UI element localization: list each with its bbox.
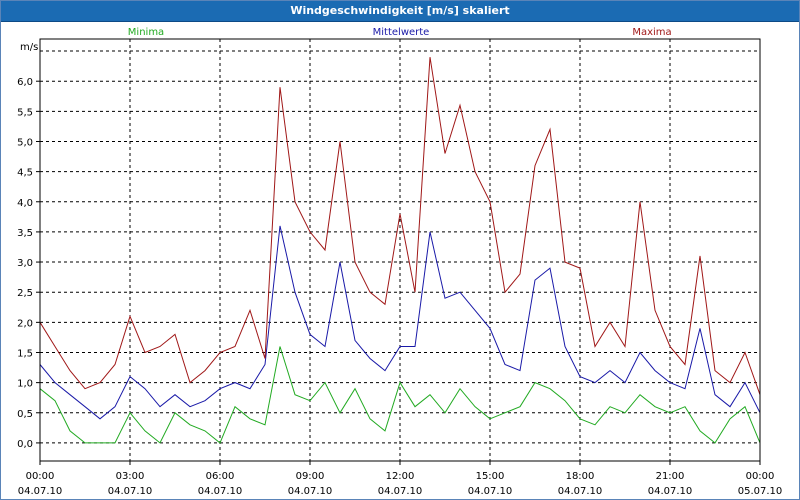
x-tick-date: 04.07.10 [18,486,63,497]
legend-minima: Minima [128,27,164,38]
y-tick-label: 5,0 [17,137,33,148]
x-tick-time: 09:00 [296,471,325,482]
legend-mittelwerte: Mittelwerte [373,27,430,38]
series-line-maxima [39,57,761,395]
x-tick-date: 04.07.10 [378,486,423,497]
series-line-minima [39,346,761,444]
grid [40,39,760,461]
y-tick-label: 0,5 [17,409,33,420]
x-tick-date: 05.07.10 [738,486,783,497]
title-bar: Windgeschwindigkeit [m/s] skaliert [1,1,799,22]
y-tick-label: 6,0 [17,77,33,88]
x-tick-date: 04.07.10 [288,486,333,497]
y-tick-label: 0,0 [17,439,33,450]
y-tick-label: 2,5 [17,288,33,299]
legend-maxima: Maxima [632,27,671,38]
y-tick-label: 1,5 [17,348,33,359]
x-tick-date: 04.07.10 [558,486,603,497]
x-tick-time: 06:00 [206,471,235,482]
series-lines [39,57,761,444]
x-tick-date: 04.07.10 [648,486,693,497]
x-tick-time: 12:00 [386,471,415,482]
x-tick-time: 03:00 [116,471,145,482]
series-line-mittelwerte [39,225,761,420]
window-title: Windgeschwindigkeit [m/s] skaliert [290,4,510,17]
x-tick-time: 18:00 [566,471,595,482]
axis-ticks: 0,0 0,5 1,0 1,5 2,0 2,5 3,0 3,5 4,0 4,5 5,0 5,5 6,0 0… [17,77,782,497]
y-tick-label: 2,0 [17,318,33,329]
x-tick-time: 15:00 [476,471,505,482]
x-tick-time: 00:00 [26,471,55,482]
y-tick-label: 1,0 [17,379,33,390]
y-tick-label: 3,5 [17,228,33,239]
y-tick-label: 3,0 [17,258,33,269]
x-tick-date: 04.07.10 [108,486,153,497]
y-tick-label: 4,0 [17,198,33,209]
x-tick-date: 04.07.10 [468,486,513,497]
y-tick-label: 4,5 [17,168,33,179]
y-axis-label: m/s [20,42,38,53]
x-tick-time: 21:00 [656,471,685,482]
x-tick-time: 00:00 [746,471,775,482]
x-tick-date: 04.07.10 [198,486,243,497]
y-tick-label: 5,5 [17,107,33,118]
